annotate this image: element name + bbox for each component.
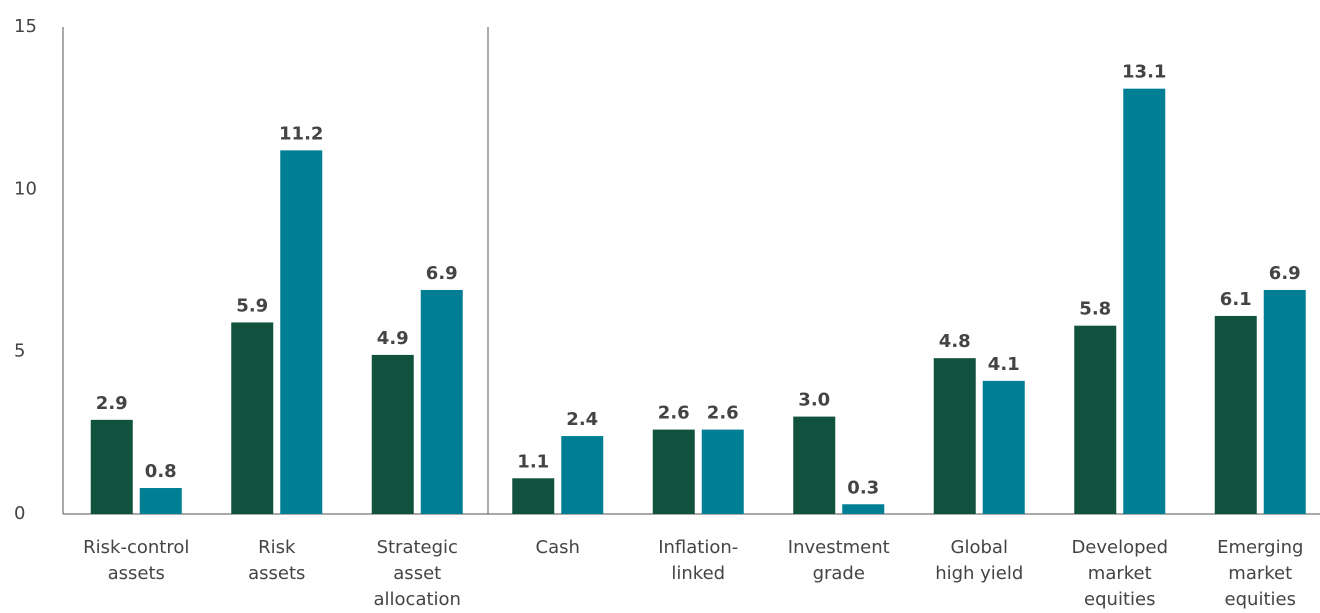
value-label: 3.0 bbox=[798, 390, 830, 411]
bar bbox=[1214, 315, 1257, 514]
x-tick-label-line: market bbox=[1228, 563, 1292, 584]
value-label: 6.9 bbox=[1269, 263, 1301, 284]
value-label: 11.2 bbox=[279, 123, 323, 144]
x-tick-label: Risk-control assets bbox=[83, 537, 189, 584]
x-tick-label-line: Risk-control bbox=[83, 537, 189, 558]
value-label: 6.1 bbox=[1220, 289, 1252, 310]
x-tick-label-line: equities bbox=[1225, 589, 1296, 610]
x-tick-label-line: linked bbox=[671, 563, 725, 584]
x-tick-label-line: asset bbox=[393, 563, 441, 584]
x-tick-label: Risk assets bbox=[248, 537, 305, 584]
x-tick-label-line: Emerging bbox=[1217, 537, 1303, 558]
bar bbox=[842, 504, 885, 514]
value-label: 2.4 bbox=[566, 409, 598, 430]
x-tick-label: Inflation-linked bbox=[658, 537, 738, 584]
x-tick-label-line: high yield bbox=[935, 563, 1023, 584]
x-tick-label: Emerging market equities bbox=[1217, 537, 1303, 610]
bar bbox=[139, 488, 182, 514]
bar bbox=[1123, 88, 1166, 514]
x-tick-label: Developed market equities bbox=[1071, 537, 1168, 610]
x-tick-label: Investment grade bbox=[788, 537, 890, 584]
value-label: 4.9 bbox=[377, 328, 409, 349]
value-label: 2.9 bbox=[96, 393, 128, 414]
y-tick-label: 5 bbox=[14, 341, 25, 362]
value-label: 1.1 bbox=[517, 451, 549, 472]
bar bbox=[982, 380, 1025, 514]
bar bbox=[90, 419, 133, 514]
value-label: 2.6 bbox=[658, 403, 690, 424]
bar bbox=[701, 429, 744, 514]
x-tick-label-line: assets bbox=[248, 563, 305, 584]
x-tick-label: Strategic asset allocation bbox=[374, 537, 461, 610]
value-label: 6.9 bbox=[426, 263, 458, 284]
value-label: 0.8 bbox=[145, 461, 177, 482]
x-tick-label-line: assets bbox=[108, 563, 165, 584]
bar bbox=[512, 478, 555, 514]
bar bbox=[1263, 289, 1306, 514]
value-label: 4.8 bbox=[939, 331, 971, 352]
x-tick-label-line: grade bbox=[813, 563, 865, 584]
bar bbox=[231, 322, 274, 514]
x-tick-label-line: Risk bbox=[258, 537, 296, 558]
x-tick-label-line: Inflation- bbox=[658, 537, 738, 558]
x-tick-label-line: Global bbox=[951, 537, 1008, 558]
x-tick-label-line: equities bbox=[1084, 589, 1155, 610]
bar bbox=[793, 416, 836, 514]
x-tick-label-line: Cash bbox=[536, 537, 580, 558]
y-tick-label: 15 bbox=[14, 16, 37, 37]
x-tick-label-line: allocation bbox=[374, 589, 461, 610]
bar bbox=[280, 150, 323, 514]
y-tick-label: 10 bbox=[14, 178, 37, 199]
value-label: 0.3 bbox=[847, 477, 879, 498]
value-label: 2.6 bbox=[707, 403, 739, 424]
bar bbox=[561, 436, 604, 514]
bar bbox=[1074, 325, 1117, 514]
bar bbox=[933, 358, 976, 514]
value-label: 5.8 bbox=[1079, 299, 1111, 320]
x-tick-label-line: Strategic bbox=[377, 537, 458, 558]
value-label: 4.1 bbox=[988, 354, 1020, 375]
x-tick-label-line: Developed bbox=[1071, 537, 1168, 558]
bar bbox=[420, 289, 463, 514]
x-tick-label: Global high yield bbox=[935, 537, 1023, 584]
x-tick-label-line: Investment bbox=[788, 537, 890, 558]
value-label: 13.1 bbox=[1122, 62, 1166, 83]
bar bbox=[652, 429, 695, 514]
y-tick-label: 0 bbox=[14, 503, 25, 524]
x-tick-label: Cash bbox=[536, 537, 580, 558]
bar bbox=[371, 354, 414, 514]
x-tick-label-line: market bbox=[1088, 563, 1152, 584]
value-label: 5.9 bbox=[236, 295, 268, 316]
